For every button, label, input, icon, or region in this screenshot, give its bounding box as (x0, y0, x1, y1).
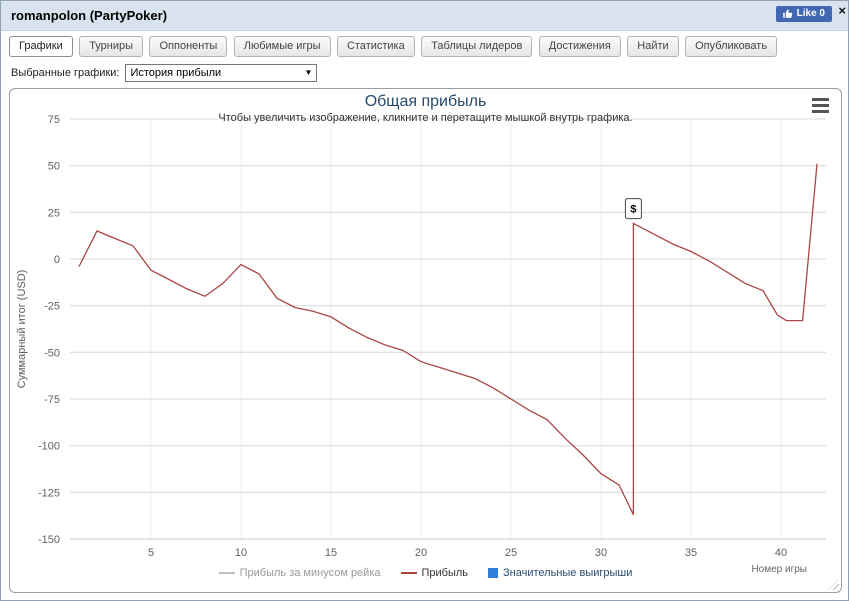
profit-line-series (78, 163, 818, 515)
svg-text:0: 0 (54, 254, 60, 266)
header-band: romanpolon (PartyPoker) Like 0 × (1, 1, 848, 31)
significant-win-flag[interactable]: $ (624, 198, 642, 220)
chart-select[interactable]: История прибыли (125, 64, 318, 82)
chart-subtitle: Чтобы увеличить изображение, кликните и … (218, 112, 633, 124)
tab-lyubimye-igry[interactable]: Любимые игры (233, 36, 331, 57)
chart-filter-row: Выбранные графики: История прибыли (1, 58, 848, 88)
tab-opublikovat[interactable]: Опубликовать (685, 36, 778, 57)
profit-line-swatch (400, 572, 417, 574)
resize-grip[interactable] (828, 579, 839, 590)
svg-text:35: 35 (685, 547, 697, 559)
tab-bar: Графики Турниры Оппоненты Любимые игры С… (1, 31, 848, 58)
tab-dostizheniya[interactable]: Достижения (538, 36, 621, 57)
svg-text:-25: -25 (44, 301, 60, 313)
svg-text:20: 20 (415, 547, 427, 559)
svg-text:10: 10 (235, 547, 247, 559)
tab-tablicy-liderov[interactable]: Таблицы лидеров (421, 36, 533, 57)
svg-text:-150: -150 (38, 534, 60, 546)
rake-line-swatch (218, 572, 235, 574)
tab-opponenty[interactable]: Оппоненты (149, 36, 228, 57)
svg-text:-125: -125 (38, 487, 60, 499)
chart-title: Общая прибыль (364, 93, 487, 110)
svg-text:15: 15 (325, 547, 337, 559)
close-icon[interactable]: × (838, 3, 846, 18)
chart-context-menu-icon[interactable] (812, 98, 829, 116)
svg-text:5: 5 (148, 547, 154, 559)
chart-legend: Прибыль за минусом рейка Прибыль Значите… (10, 567, 841, 579)
thumbs-up-icon (782, 9, 792, 18)
svg-text:-50: -50 (44, 347, 60, 359)
tab-statistika[interactable]: Статистика (336, 36, 415, 57)
x-axis-title: Номер игры (751, 564, 807, 575)
svg-text:40: 40 (775, 547, 787, 559)
y-gridlines (70, 118, 826, 540)
like-label: Like 0 (796, 8, 825, 19)
svg-text:-100: -100 (38, 441, 60, 453)
page-title: romanpolon (PartyPoker) (11, 8, 168, 23)
tab-najti[interactable]: Найти (627, 36, 679, 57)
x-gridlines (150, 119, 782, 539)
chart-plot-area[interactable]: 75 50 25 0 -25 -50 -75 -100 -125 -150 5 10 15 20 25 30 3… (10, 89, 841, 565)
facebook-like-button[interactable]: Like 0 (775, 6, 832, 22)
legend-item-profit[interactable]: Прибыль (400, 567, 468, 579)
svg-text:25: 25 (48, 207, 60, 219)
profit-chart-panel: Общая прибыль Чтобы увеличить изображени… (9, 88, 842, 593)
big-wins-square-swatch (488, 568, 499, 578)
tab-grafiki[interactable]: Графики (9, 36, 73, 57)
legend-item-big-wins[interactable]: Значительные выигрыши (488, 567, 632, 579)
x-tick-labels: 5 10 15 20 25 30 35 40 (148, 547, 787, 559)
svg-text:$: $ (630, 204, 636, 216)
svg-text:75: 75 (48, 114, 60, 126)
svg-text:50: 50 (48, 161, 60, 173)
chart-select-wrap: История прибыли (125, 64, 318, 82)
y-axis-title: Суммарный итог (USD) (16, 270, 28, 389)
svg-text:25: 25 (505, 547, 517, 559)
svg-text:-75: -75 (44, 394, 60, 406)
svg-text:30: 30 (595, 547, 607, 559)
chart-select-label: Выбранные графики: (11, 67, 120, 79)
y-tick-labels: 75 50 25 0 -25 -50 -75 -100 -125 -150 (38, 114, 60, 546)
tab-turniry[interactable]: Турниры (79, 36, 144, 57)
legend-item-rake[interactable]: Прибыль за минусом рейка (218, 567, 381, 579)
